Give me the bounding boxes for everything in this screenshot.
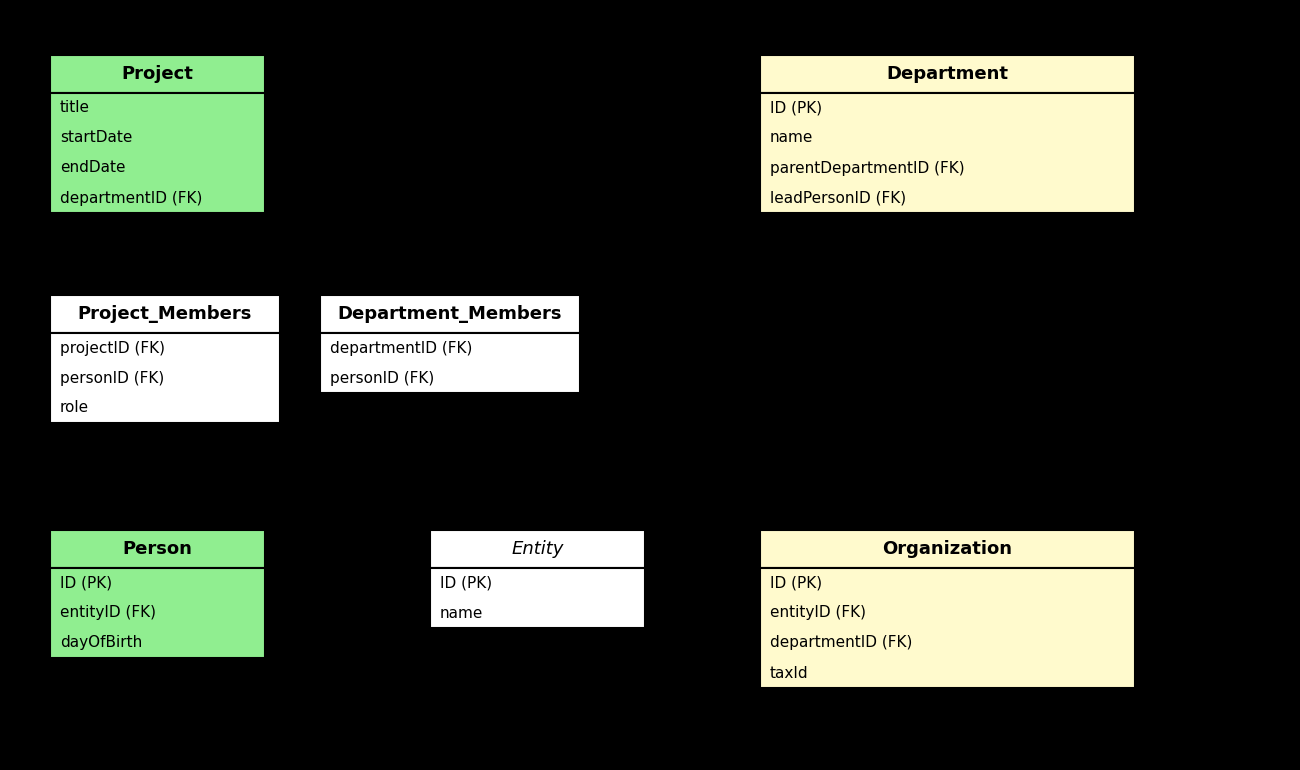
Text: ID (PK): ID (PK) xyxy=(770,575,822,591)
Text: Project_Members: Project_Members xyxy=(78,305,252,323)
Text: Organization: Organization xyxy=(883,540,1013,558)
Text: Department_Members: Department_Members xyxy=(338,305,562,323)
FancyBboxPatch shape xyxy=(430,530,645,568)
FancyBboxPatch shape xyxy=(49,295,280,333)
Text: taxId: taxId xyxy=(770,665,809,681)
FancyBboxPatch shape xyxy=(760,530,1135,568)
FancyBboxPatch shape xyxy=(320,295,580,333)
FancyBboxPatch shape xyxy=(760,568,1135,688)
Text: Project: Project xyxy=(122,65,194,83)
Text: entityID (FK): entityID (FK) xyxy=(60,605,156,621)
FancyBboxPatch shape xyxy=(49,93,265,213)
Text: entityID (FK): entityID (FK) xyxy=(770,605,866,621)
Text: personID (FK): personID (FK) xyxy=(60,370,164,386)
Text: projectID (FK): projectID (FK) xyxy=(60,340,165,356)
Text: Department: Department xyxy=(887,65,1009,83)
FancyBboxPatch shape xyxy=(430,568,645,628)
FancyBboxPatch shape xyxy=(49,530,265,568)
Text: ID (PK): ID (PK) xyxy=(60,575,112,591)
Text: name: name xyxy=(770,130,814,146)
Text: dayOfBirth: dayOfBirth xyxy=(60,635,142,651)
Text: startDate: startDate xyxy=(60,130,133,146)
Text: leadPersonID (FK): leadPersonID (FK) xyxy=(770,190,906,206)
Text: name: name xyxy=(439,605,484,621)
Text: ID (PK): ID (PK) xyxy=(770,101,822,116)
Text: parentDepartmentID (FK): parentDepartmentID (FK) xyxy=(770,160,965,176)
FancyBboxPatch shape xyxy=(49,333,280,423)
FancyBboxPatch shape xyxy=(760,55,1135,93)
FancyBboxPatch shape xyxy=(760,93,1135,213)
Text: departmentID (FK): departmentID (FK) xyxy=(330,340,472,356)
Text: Entity: Entity xyxy=(511,540,564,558)
FancyBboxPatch shape xyxy=(49,55,265,93)
FancyBboxPatch shape xyxy=(320,333,580,393)
Text: personID (FK): personID (FK) xyxy=(330,370,434,386)
Text: departmentID (FK): departmentID (FK) xyxy=(770,635,913,651)
FancyBboxPatch shape xyxy=(49,568,265,658)
Text: departmentID (FK): departmentID (FK) xyxy=(60,190,203,206)
Text: ID (PK): ID (PK) xyxy=(439,575,493,591)
Text: title: title xyxy=(60,101,90,116)
Text: endDate: endDate xyxy=(60,160,126,176)
Text: role: role xyxy=(60,400,90,416)
Text: Person: Person xyxy=(122,540,192,558)
